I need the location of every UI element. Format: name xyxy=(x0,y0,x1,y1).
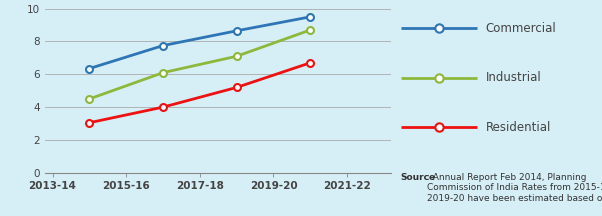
Text: Industrial: Industrial xyxy=(486,71,541,84)
Text: Residential: Residential xyxy=(486,121,551,134)
Text: Source: Source xyxy=(400,173,436,182)
Text: : Annual Report Feb 2014, Planning
Commission of India Rates from 2015-16 to
201: : Annual Report Feb 2014, Planning Commi… xyxy=(426,173,602,203)
Text: Commercial: Commercial xyxy=(486,22,556,35)
